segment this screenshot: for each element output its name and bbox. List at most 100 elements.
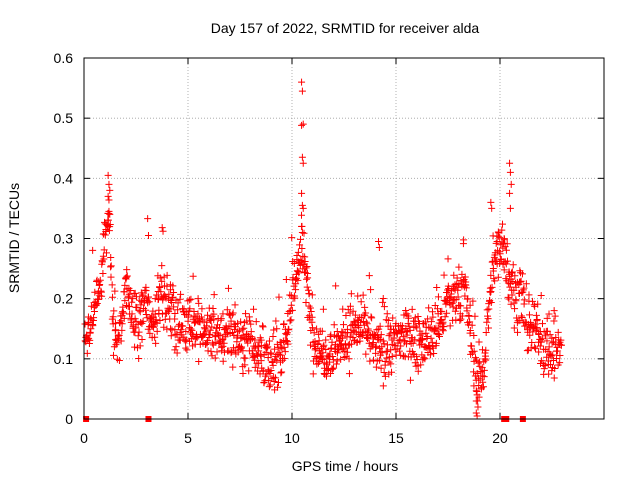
data-point <box>355 323 363 331</box>
data-point <box>456 317 464 325</box>
y-tick-label: 0 <box>65 411 73 427</box>
data-point <box>90 308 98 316</box>
data-point <box>380 368 388 376</box>
data-point <box>503 240 511 248</box>
data-point <box>190 312 198 320</box>
data-point <box>454 293 462 301</box>
data-point <box>348 340 356 348</box>
data-point <box>379 298 387 306</box>
data-point <box>153 291 161 299</box>
data-point <box>198 313 206 321</box>
data-point <box>169 282 177 290</box>
data-point <box>265 376 273 384</box>
data-point <box>81 320 89 328</box>
data-point <box>145 293 153 301</box>
data-point <box>518 313 526 321</box>
data-point <box>231 301 239 309</box>
data-point <box>470 331 478 339</box>
data-point <box>425 304 433 312</box>
data-point <box>219 342 227 350</box>
data-point <box>350 317 358 325</box>
data-point <box>291 294 299 302</box>
data-point <box>219 357 227 365</box>
data-point <box>439 318 447 326</box>
data-point <box>383 310 391 318</box>
data-point <box>509 261 517 269</box>
data-point <box>138 336 146 344</box>
data-point <box>319 305 327 313</box>
y-tick-label: 0.5 <box>54 110 74 126</box>
data-point <box>98 257 106 265</box>
data-point <box>329 353 337 361</box>
data-point <box>553 355 561 363</box>
data-point <box>520 284 528 292</box>
data-point <box>217 316 225 324</box>
data-point <box>417 336 425 344</box>
data-point <box>543 337 551 345</box>
data-point <box>170 303 178 311</box>
data-point <box>275 293 283 301</box>
data-point <box>118 326 126 334</box>
data-point <box>319 349 327 357</box>
data-point <box>321 370 329 378</box>
data-point <box>517 277 525 285</box>
data-point <box>420 354 428 362</box>
data-point <box>344 341 352 349</box>
data-point <box>263 344 271 352</box>
data-point <box>488 258 496 266</box>
x-tick-label: 5 <box>184 430 192 446</box>
data-point <box>506 272 514 280</box>
data-point <box>302 298 310 306</box>
data-point <box>548 339 556 347</box>
data-point <box>518 289 526 297</box>
data-point <box>241 354 249 362</box>
data-point <box>219 310 227 318</box>
data-point <box>189 272 197 280</box>
data-point <box>133 293 141 301</box>
data-point <box>402 306 410 314</box>
data-point <box>107 273 115 281</box>
data-point <box>512 297 520 305</box>
data-point <box>260 378 268 386</box>
data-point <box>480 366 488 374</box>
data-point <box>450 284 458 292</box>
data-point <box>332 282 340 290</box>
data-point <box>163 271 171 279</box>
data-point <box>277 369 285 377</box>
data-point <box>220 339 228 347</box>
data-point <box>466 301 474 309</box>
data-point <box>120 309 128 317</box>
data-point <box>451 307 459 315</box>
data-point <box>284 340 292 348</box>
data-point <box>414 367 422 375</box>
data-point <box>314 340 322 348</box>
data-point <box>308 313 316 321</box>
data-point <box>258 322 266 330</box>
data-point <box>172 343 180 351</box>
data-point <box>517 312 525 320</box>
data-point <box>310 329 318 337</box>
data-point <box>239 347 247 355</box>
data-point <box>167 332 175 340</box>
y-tick-label: 0.4 <box>54 170 74 186</box>
data-point <box>259 323 267 331</box>
data-point <box>551 312 559 320</box>
data-point <box>135 328 143 336</box>
data-point <box>375 244 383 252</box>
data-point <box>269 361 277 369</box>
data-point <box>266 370 274 378</box>
data-point <box>302 275 310 283</box>
data-point <box>174 299 182 307</box>
data-point <box>278 368 286 376</box>
data-point <box>465 312 473 320</box>
data-point <box>213 348 221 356</box>
data-point <box>333 349 341 357</box>
data-point <box>385 332 393 340</box>
data-point <box>229 363 237 371</box>
data-point <box>518 270 526 278</box>
data-point <box>216 323 224 331</box>
data-point <box>117 337 125 345</box>
data-point <box>279 356 287 364</box>
data-point <box>438 307 446 315</box>
data-point <box>349 307 357 315</box>
